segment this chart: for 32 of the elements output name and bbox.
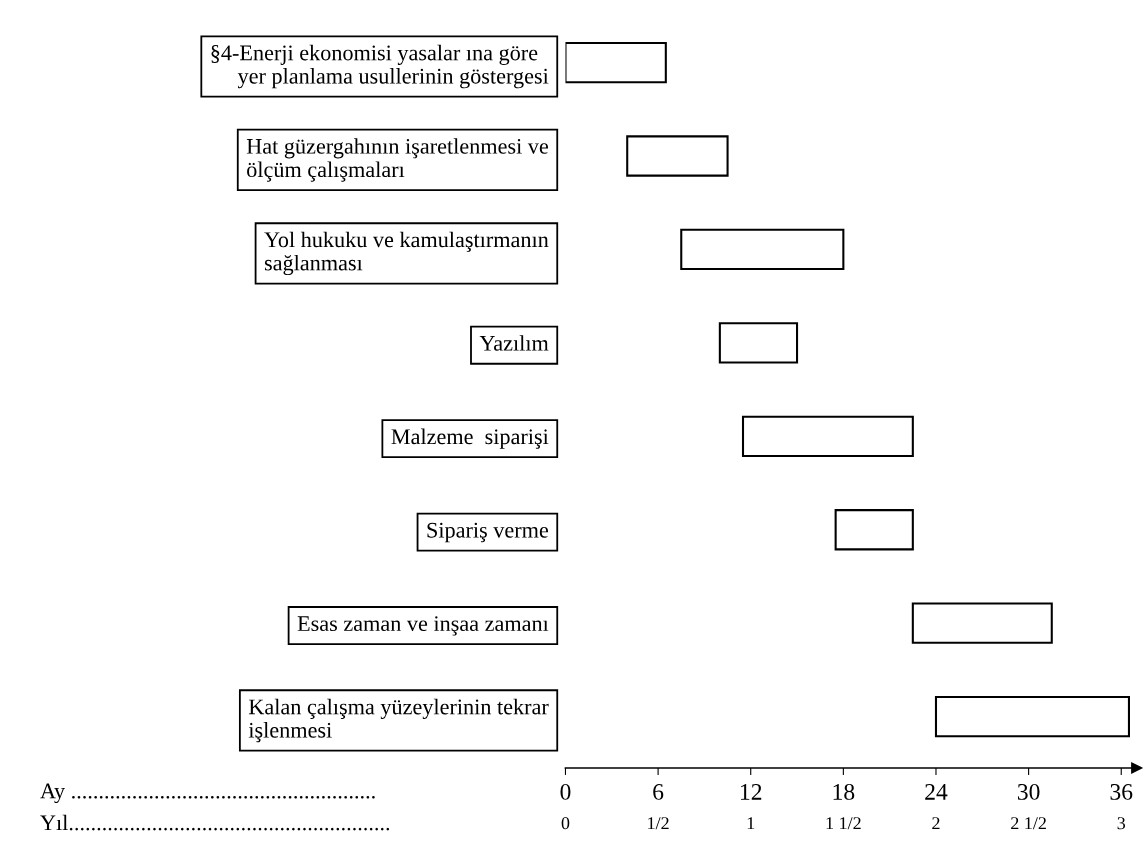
y-tick-label: Sipariş verme	[427, 522, 549, 543]
bar	[741, 415, 914, 457]
y-tick-label: §4-Enerji ekonomisi yasalar ına göre yer planlama usullerinin göstergesi	[211, 44, 549, 89]
x2-tick-label: 1/2	[648, 817, 669, 830]
y-tick-label: Yol hukuku ve kamulaştırmanın sağlanması	[264, 231, 549, 276]
x2-axis-title: Yıl..........................................................	[40, 814, 390, 831]
bar	[834, 509, 914, 551]
x-tick-label: 36	[1110, 784, 1133, 800]
x-axis-title: Ay .......................................................	[40, 783, 375, 804]
bar	[565, 41, 667, 84]
y-tick-label: Hat güzergahının işaretlenmesi ve ölçüm çalışmaları	[246, 138, 549, 182]
bar	[934, 695, 1130, 738]
x2-tick-label: 3	[1117, 817, 1126, 830]
x-tick-label: 24	[925, 784, 948, 800]
x-tick-label: 0	[560, 783, 571, 800]
x-tick-label: 12	[741, 784, 762, 800]
bar	[680, 228, 845, 271]
bar	[718, 322, 799, 364]
x-tick-label: 18	[833, 783, 855, 800]
y-tick-label: Esas zaman ve inşaa zamanı	[297, 616, 549, 636]
x2-tick-label: 1 1/2	[826, 817, 861, 830]
bar	[911, 602, 1053, 644]
y-tick-label: Malzeme siparişi	[391, 428, 549, 449]
x2-tick-label: 2 1/2	[1011, 817, 1046, 830]
y-tick-label: Yazılım	[479, 335, 549, 351]
x-tick-label: 30	[1017, 783, 1040, 800]
bar	[626, 135, 729, 177]
x-tick-label: 6	[653, 784, 664, 800]
x2-tick-label: 0	[561, 817, 570, 830]
y-tick-label: Kalan çalışma yüzeylerinin tekrar işlenmesi	[248, 698, 549, 743]
x2-tick-label: 2	[932, 817, 940, 830]
x2-tick-label: 1	[747, 817, 755, 830]
